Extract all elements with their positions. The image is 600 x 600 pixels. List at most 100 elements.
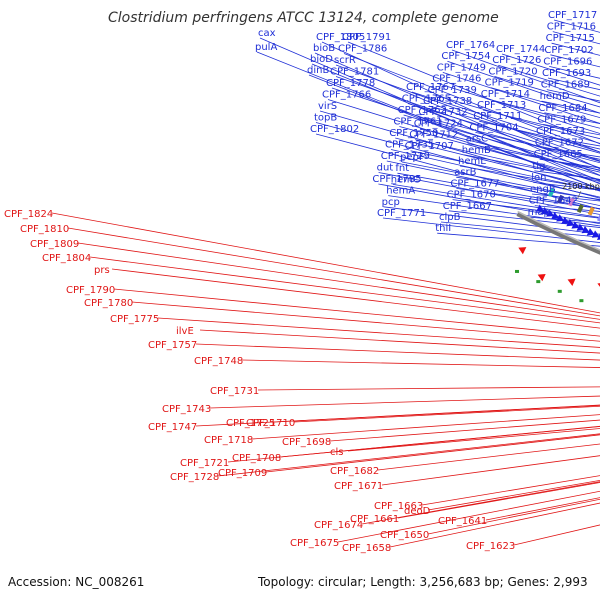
plus-leader-line	[311, 63, 600, 182]
plus-gene-label: CPF_1673	[536, 126, 585, 137]
plus-gene-label: CPF_1802	[310, 124, 359, 135]
minus-leader-line	[381, 455, 600, 486]
plus-gene-label: CPF_1750	[389, 128, 438, 139]
plus-gene-label: CPF_1696	[543, 56, 592, 67]
plus-leader-line	[319, 110, 600, 192]
minus-leader-line	[77, 242, 600, 320]
plus-leader-line	[428, 105, 600, 154]
minus-leader-line	[329, 419, 600, 442]
plus-leader-line	[452, 199, 600, 219]
plus-leader-line	[378, 183, 600, 225]
minus-gene-label: prs	[94, 265, 110, 276]
plus-leader-line	[447, 60, 600, 114]
plus-leader-line	[451, 49, 600, 104]
plus-leader-line	[411, 91, 600, 153]
kbp-tick-mark	[577, 191, 582, 199]
plus-gene-arrow	[586, 228, 595, 236]
minus-gene-label: CPF_1748	[194, 356, 243, 367]
plus-leader-line	[397, 172, 600, 210]
plus-gene-label: CPF_1762	[398, 105, 447, 116]
minus-leader-line	[347, 428, 600, 452]
plus-leader-line	[401, 161, 600, 201]
plus-leader-line	[467, 143, 600, 171]
plus-gene-arrow	[591, 230, 600, 238]
feature-block	[556, 194, 565, 204]
plus-gene-label: CPF_1764	[446, 40, 495, 51]
plus-leader-line	[399, 126, 600, 181]
minus-leader-line	[293, 405, 600, 423]
plus-gene-label: CPF_1767	[406, 82, 455, 93]
plus-gene-label: CPF_1778	[326, 78, 375, 89]
plus-gene-arrow	[556, 214, 565, 222]
feature-block	[587, 206, 595, 216]
minus-gene-label: CPF_1780	[84, 298, 133, 309]
plus-gene-label: CPF_1754	[441, 51, 490, 62]
plus-gene-label: CPF_1715	[546, 33, 595, 44]
minus-leader-line	[279, 426, 600, 458]
plus-leader-line	[386, 160, 600, 207]
plus-gene-label: CPF_1786	[338, 44, 387, 55]
plus-gene-label: lon	[531, 172, 546, 183]
minus-leader-line	[131, 301, 600, 342]
minus-leader-line	[195, 343, 600, 361]
plus-gene-label: CPF_1739	[428, 85, 477, 96]
plus-gene-label: CPF_1735	[385, 140, 434, 151]
plus-gene-label: CPF_1749	[437, 62, 486, 73]
plus-gene-label: hemD	[540, 91, 570, 102]
plus-leader-line	[335, 64, 600, 162]
plus-leader-line	[415, 139, 600, 182]
feature-block	[597, 213, 600, 222]
plus-gene-label: CPF_1761	[393, 117, 442, 128]
minus-gene-label: CPF_1650	[380, 530, 429, 541]
plus-leader-line	[335, 76, 600, 169]
plus-gene-label: CPF_1726	[492, 55, 541, 66]
minus-gene-label: CPF_1708	[232, 453, 281, 464]
plus-leader-line	[383, 206, 600, 235]
plus-leader-line	[327, 99, 600, 184]
plus-gene-label: CPF_1732	[418, 107, 467, 118]
plus-gene-label: CPF_1679	[537, 114, 586, 125]
minus-gene-label: CPF_1824	[4, 209, 53, 220]
plus-gene-label: topB	[314, 113, 337, 124]
minus-gene-label: CPF_1809	[30, 239, 79, 250]
plus-gene-label: CPF_1713	[477, 100, 526, 111]
plus-gene-label: CPF_1702	[544, 45, 593, 56]
minus-leader-line	[157, 317, 600, 348]
plus-gene-label: CPF_1805	[316, 32, 365, 43]
minus-leader-line	[217, 433, 600, 477]
minus-gene-label: CPF_1747	[148, 422, 197, 433]
plus-gene-label: bioD	[310, 54, 333, 65]
minus-leader-line	[209, 395, 600, 409]
plus-gene-label: CPF_1707	[405, 141, 454, 152]
minus-leader-line	[427, 479, 600, 511]
plus-leader-line	[315, 122, 600, 199]
feature-tracks	[515, 188, 600, 303]
minus-gene-label: CPF_1663	[374, 501, 423, 512]
minus-leader-line	[89, 256, 600, 324]
plus-gene-label: CPF_1672	[535, 138, 584, 149]
minus-leader-line	[397, 482, 600, 519]
plus-gene-label: hemB	[462, 145, 491, 156]
minus-leader-line	[113, 288, 600, 337]
genome-summary-text: Topology: circular; Length: 3,256,683 bp…	[257, 575, 588, 589]
plus-gene-label: CPF_1714	[481, 89, 530, 100]
plus-gene-label: pcp	[382, 197, 400, 208]
minus-leader-line	[265, 434, 600, 473]
plus-gene-label: hemC	[391, 174, 420, 185]
plus-gene-label: CPF_1720	[488, 66, 537, 77]
minus-gene-label: CPF_1757	[148, 340, 197, 351]
minus-leader-line	[111, 268, 600, 329]
plus-gene-label: cax	[258, 28, 276, 39]
plus-gene-label: CPF_1724	[414, 118, 463, 129]
feature-block	[547, 188, 556, 198]
plus-leader-line	[448, 210, 600, 228]
plus-leader-line	[321, 41, 600, 170]
plus-gene-label: CPF_1693	[542, 68, 591, 79]
map-title: Clostridium perfringens ATCC 13124, comp…	[108, 10, 499, 26]
kbp-tick-label: 2100 kbp	[562, 182, 600, 191]
plus-gene-label: pulA	[255, 42, 277, 53]
plus-leader-line	[331, 87, 600, 177]
plus-leader-line	[433, 94, 600, 144]
plus-leader-line	[378, 172, 600, 215]
